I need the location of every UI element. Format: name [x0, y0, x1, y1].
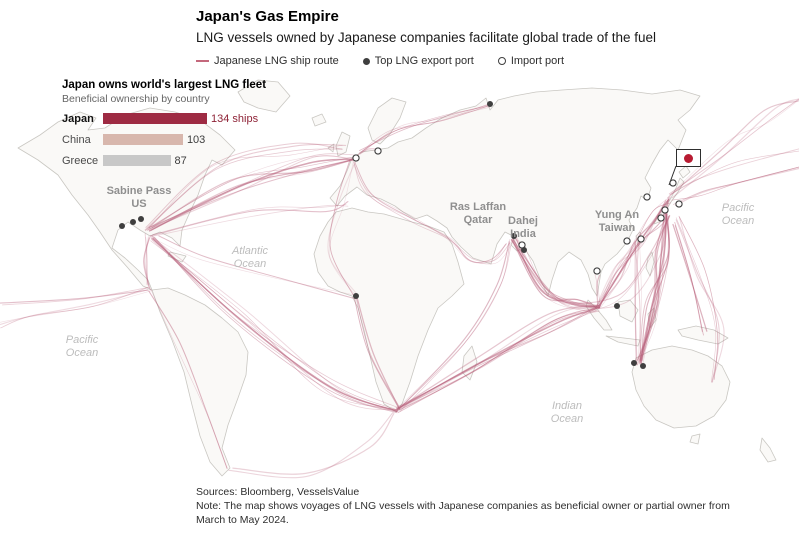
continents [17, 79, 777, 477]
legend-label: Japanese LNG ship route [214, 55, 339, 67]
import-port-circle [669, 179, 677, 187]
route-lines [0, 98, 799, 479]
import-port-circle [661, 206, 669, 214]
legend-label: Import port [510, 55, 564, 67]
bar-row-china: China 103 [62, 132, 292, 147]
export-port-dot [614, 303, 620, 309]
export-port-dot [511, 233, 517, 239]
subtitle: LNG vessels owned by Japanese companies … [196, 30, 657, 45]
header: Japan's Gas Empire LNG vessels owned by … [196, 8, 716, 67]
bar-value-label: 103 [186, 133, 206, 146]
export-port-dot [130, 219, 136, 225]
bar-value-label: 134 ships [211, 112, 259, 125]
import-port-circle-icon [497, 57, 506, 65]
export-port-dot [119, 223, 125, 229]
port-label-sabine-pass: Sabine Pass US [106, 185, 172, 210]
bar-value-label: 87 [174, 154, 187, 167]
import-port-circle [637, 235, 645, 243]
legend-item-export-port: Top LNG export port [362, 55, 474, 67]
import-port-circle [675, 200, 683, 208]
export-port-dot [138, 216, 144, 222]
bar-row-japan: Japan 134 ships [62, 111, 292, 126]
ocean-label-atlantic: Atlantic Ocean [231, 245, 269, 270]
import-port-circle [374, 147, 382, 155]
page-title: Japan's Gas Empire [196, 8, 339, 25]
import-port-circles [352, 147, 683, 275]
import-port-circle [657, 214, 665, 222]
import-port-circle [352, 154, 360, 162]
legend-label: Top LNG export port [374, 55, 474, 67]
legend: Japanese LNG ship route Top LNG export p… [196, 55, 716, 67]
import-port-circle [593, 267, 601, 275]
export-port-dot-icon [362, 57, 370, 65]
export-port-dot [631, 360, 637, 366]
japan-flag-icon [676, 149, 701, 167]
legend-item-import-port: Import port [497, 55, 564, 67]
bar-category-label: Japan [62, 112, 94, 125]
note-line: Note: The map shows voyages of LNG vesse… [196, 500, 730, 526]
ocean-label-indian: Indian Ocean [550, 400, 584, 425]
port-label-yung-an: Yung An Taiwan [594, 209, 640, 234]
port-label-dahej: Dahej India [508, 215, 538, 240]
port-label-ras-laffan: Ras Laffan Qatar [449, 201, 507, 226]
bar [103, 113, 207, 124]
bar [103, 134, 183, 145]
export-port-dot [487, 101, 493, 107]
sources-line: Sources: Bloomberg, VesselsValue [196, 486, 360, 498]
fleet-bar-chart: Japan owns world's largest LNG fleet Ben… [62, 79, 292, 174]
bar-category-label: Greece [62, 154, 99, 167]
chart-title: Japan owns world's largest LNG fleet [62, 79, 267, 91]
bar-category-label: China [62, 133, 91, 146]
bar [103, 155, 171, 166]
ocean-label-pacific-east: Pacific Ocean [721, 202, 755, 227]
export-port-dot [640, 363, 646, 369]
import-port-circle [623, 237, 631, 245]
legend-item-route: Japanese LNG ship route [196, 55, 339, 67]
japan-flag-sun [684, 153, 693, 163]
chart-rows: Japan 134 ships China 103 Greece 87 [62, 111, 292, 168]
export-port-dot [353, 293, 359, 299]
bar-row-greece: Greece 87 [62, 153, 292, 168]
route-line-icon [196, 60, 209, 62]
footer: Sources: Bloomberg, VesselsValue Note: T… [196, 486, 756, 527]
import-port-circle [518, 241, 526, 249]
import-port-circle [643, 193, 651, 201]
ocean-label-pacific-west: Pacific Ocean [65, 334, 99, 359]
chart-subtitle: Beneficial ownership by country [62, 93, 210, 105]
